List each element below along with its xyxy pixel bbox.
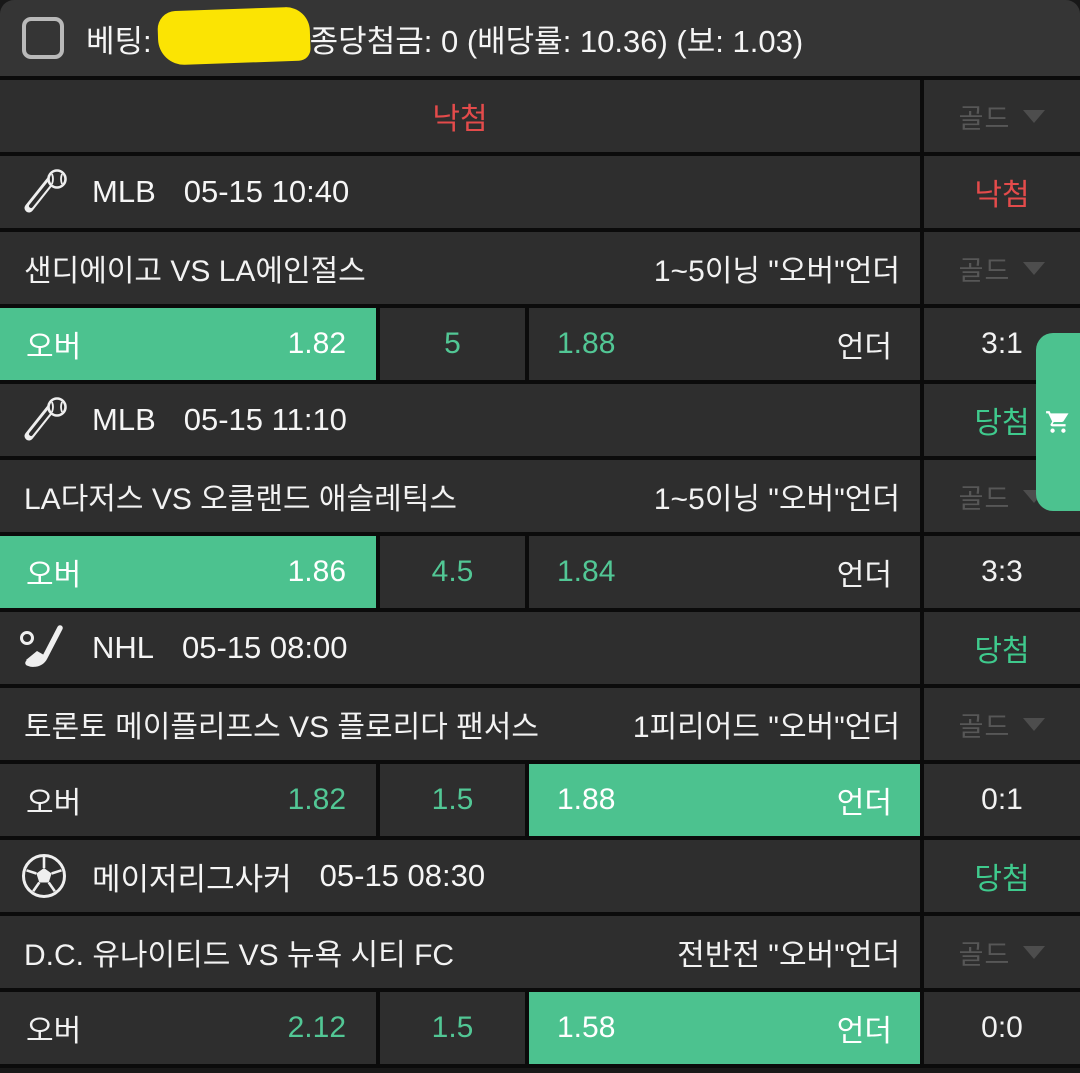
over-selection-cell: 오버 1.82: [0, 308, 380, 380]
matchup-teams: 샌디에이고 VS LA에인절스: [24, 255, 366, 288]
over-odds: 1.86: [287, 555, 346, 588]
league-label: MLB: [92, 174, 156, 209]
gold-dropdown[interactable]: 골드: [959, 249, 1046, 288]
line-cell: 4.5: [380, 536, 529, 608]
under-label: 언더: [836, 1015, 892, 1048]
bet-summary-text: 종당첨금: 0 (배당률: 10.36) (보: 1.03): [309, 23, 804, 59]
baseball-icon: [24, 169, 67, 213]
under-label: 언더: [836, 787, 892, 820]
soccer-ball-icon: [22, 854, 66, 898]
gold-dropdown[interactable]: 골드: [959, 477, 1046, 516]
under-selection-cell: 1.58 언더: [529, 992, 920, 1064]
gold-dropdown-label: 골드: [958, 483, 1011, 514]
game-datetime: 05-15 08:30: [319, 858, 486, 893]
chevron-down-icon: [1023, 261, 1046, 275]
market-label: 전반전 "오버"언더: [677, 939, 900, 972]
market-label: 1~5이닝 "오버"언더: [653, 483, 900, 516]
baseball-icon: [24, 397, 67, 441]
gold-dropdown-label: 골드: [958, 711, 1011, 742]
matchup-teams: 토론토 메이플리프스 VS 플로리다 팬서스: [24, 711, 539, 744]
odds-row: 오버 2.12 1.5 1.58 언더 0:0: [0, 992, 1080, 1068]
chevron-down-icon: [1023, 717, 1046, 731]
under-label: 언더: [836, 331, 892, 364]
game-header-row: MLB 05-15 11:10 당첨: [0, 384, 1080, 460]
over-odds: 1.82: [287, 327, 346, 360]
chevron-down-icon: [1023, 109, 1046, 123]
game-datetime: 05-15 11:10: [183, 402, 347, 437]
matchup-teams: LA다저스 VS 오클랜드 애슬레틱스: [24, 483, 457, 516]
over-odds: 1.82: [287, 783, 346, 816]
under-label: 언더: [836, 559, 892, 592]
game-result-badge: 당첨: [974, 863, 1030, 896]
odds-row: 오버 1.82 1.5 1.88 언더 0:1: [0, 764, 1080, 840]
matchup-row: 샌디에이고 VS LA에인절스 1~5이닝 "오버"언더 골드: [0, 232, 1080, 308]
under-selection-cell: 1.84 언더: [529, 536, 920, 608]
under-odds: 1.88: [557, 327, 616, 360]
gold-dropdown-label: 골드: [958, 939, 1011, 970]
game-score: 3:1: [981, 327, 1023, 360]
matchup-teams: D.C. 유나이티드 VS 뉴욕 시티 FC: [24, 939, 455, 972]
under-odds: 1.58: [557, 1011, 616, 1044]
game-score: 3:3: [981, 555, 1023, 588]
bet-label-prefix: 베팅:: [86, 23, 152, 59]
under-selection-cell: 1.88 언더: [529, 764, 920, 836]
league-label: MLB: [92, 402, 156, 437]
over-selection-cell: 오버 2.12: [0, 992, 380, 1064]
under-selection-cell: 1.88 언더: [529, 308, 920, 380]
gold-dropdown-label: 골드: [958, 103, 1011, 134]
gold-dropdown[interactable]: 골드: [959, 97, 1046, 136]
game-header-row: NHL 05-15 08:00 당첨: [0, 612, 1080, 688]
redaction-marker: [156, 6, 311, 66]
matchup-row: D.C. 유나이티드 VS 뉴욕 시티 FC 전반전 "오버"언더 골드: [0, 916, 1080, 992]
league-label: 메이저리그사커: [92, 861, 292, 897]
league-label: NHL: [92, 630, 155, 665]
over-label: 오버: [26, 1015, 82, 1048]
under-odds: 1.84: [557, 555, 616, 588]
line-cell: 1.5: [380, 764, 529, 836]
bet-summary-bar: 베팅: 종당첨금: 0 (배당률: 10.36) (보: 1.03): [0, 0, 1080, 80]
bet-select-checkbox[interactable]: [22, 17, 64, 59]
game-result-badge: 당첨: [974, 407, 1030, 440]
matchup-row: LA다저스 VS 오클랜드 애슬레틱스 1~5이닝 "오버"언더 골드: [0, 460, 1080, 536]
gold-dropdown-label: 골드: [958, 255, 1011, 286]
game-datetime: 05-15 08:00: [182, 630, 348, 665]
game-score: 0:0: [981, 1011, 1023, 1044]
market-label: 1피리어드 "오버"언더: [632, 711, 900, 744]
game-header-row: 메이저리그사커 05-15 08:30 당첨: [0, 840, 1080, 916]
over-selection-cell: 오버 1.82: [0, 764, 380, 836]
over-selection-cell: 오버 1.86: [0, 536, 380, 608]
line-cell: 5: [380, 308, 529, 380]
game-datetime: 05-15 10:40: [183, 174, 350, 209]
gold-dropdown[interactable]: 골드: [959, 933, 1046, 972]
cart-tab-button[interactable]: [1036, 333, 1080, 511]
game-score: 0:1: [981, 783, 1023, 816]
odds-row: 오버 1.86 4.5 1.84 언더 3:3: [0, 536, 1080, 612]
chevron-down-icon: [1023, 945, 1046, 959]
cart-icon: [1046, 411, 1069, 433]
under-odds: 1.88: [557, 783, 616, 816]
matchup-row: 토론토 메이플리프스 VS 플로리다 팬서스 1피리어드 "오버"언더 골드: [0, 688, 1080, 764]
game-result-badge: 당첨: [974, 635, 1030, 668]
overall-result-row: 낙첨 골드: [0, 80, 1080, 156]
over-odds: 2.12: [287, 1011, 346, 1044]
odds-row: 오버 1.82 5 1.88 언더 3:1: [0, 308, 1080, 384]
hockey-icon: [20, 625, 63, 667]
over-label: 오버: [26, 559, 82, 592]
overall-result-badge: 낙첨: [432, 103, 488, 136]
gold-dropdown[interactable]: 골드: [959, 705, 1046, 744]
line-cell: 1.5: [380, 992, 529, 1064]
over-label: 오버: [26, 331, 82, 364]
market-label: 1~5이닝 "오버"언더: [653, 255, 900, 288]
game-result-badge: 낙첨: [974, 179, 1030, 212]
game-header-row: MLB 05-15 10:40 낙첨: [0, 156, 1080, 232]
over-label: 오버: [26, 787, 82, 820]
